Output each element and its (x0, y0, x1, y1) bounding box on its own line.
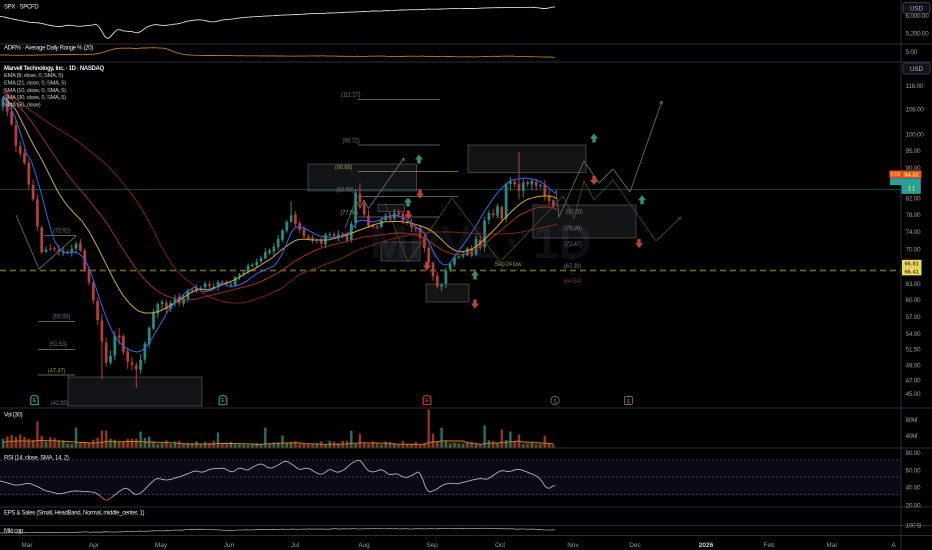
svg-text:(47.47): (47.47) (48, 369, 66, 375)
svg-text:EPS & Sales (Small, HeadBand,: EPS & Sales (Small, HeadBand, Normal, mi… (4, 511, 145, 517)
svg-text:E: E (627, 399, 631, 405)
svg-text:May: May (155, 542, 168, 549)
svg-text:A: A (892, 542, 897, 549)
svg-text:40.00: 40.00 (906, 485, 921, 492)
svg-text:E: E (425, 398, 429, 404)
svg-text:Mar: Mar (826, 542, 838, 549)
svg-text:20.00: 20.00 (906, 503, 921, 510)
svg-text:5.00: 5.00 (906, 49, 918, 56)
svg-text:63.00: 63.00 (906, 281, 921, 288)
svg-text:Marvell Technology, Inc. · 1D: Marvell Technology, Inc. · 1D · NASDAQ (4, 66, 105, 72)
svg-text:66.41: 66.41 (904, 269, 919, 275)
svg-text:(55.93): (55.93) (53, 315, 71, 321)
svg-text:116.00: 116.00 (906, 83, 924, 90)
svg-text:5,200.00: 5,200.00 (906, 31, 930, 38)
svg-text:2026: 2026 (699, 542, 714, 549)
svg-text:95.00: 95.00 (906, 148, 921, 155)
svg-text:(88.68): (88.68) (335, 165, 353, 171)
svg-text:SMA (50, close): SMA (50, close) (4, 102, 41, 108)
svg-text:100.00: 100.00 (906, 131, 925, 138)
svg-text:(80.28): (80.28) (565, 210, 583, 216)
svg-text:RSI (14, close, SMA, 14, 2): RSI (14, close, SMA, 14, 2) (4, 456, 69, 462)
svg-text:Mar: Mar (21, 542, 33, 549)
svg-text:Jun: Jun (224, 542, 235, 549)
svg-text:80M: 80M (906, 417, 918, 424)
svg-text:60.00: 60.00 (906, 468, 921, 475)
svg-text:Feb: Feb (763, 542, 775, 549)
svg-text:Dec: Dec (629, 542, 641, 549)
svg-text:USD: USD (910, 5, 924, 12)
svg-text:–: – (571, 257, 575, 263)
svg-text:0:05: 0:05 (890, 172, 900, 178)
svg-text:EMA (8, close, 0, SMA, 5): EMA (8, close, 0, SMA, 5) (4, 73, 63, 79)
svg-text:(64.54): (64.54) (564, 279, 582, 285)
svg-text:EMA (21, close, 0, SMA, 5): EMA (21, close, 0, SMA, 5) (4, 81, 66, 87)
svg-text:(72.47): (72.47) (564, 242, 582, 248)
svg-text:MRVL: MRVL (370, 216, 500, 268)
svg-text:82.00: 82.00 (906, 195, 921, 202)
svg-text:(96.72): (96.72) (342, 139, 360, 145)
svg-text:Aug: Aug (358, 542, 370, 549)
svg-text:40M: 40M (906, 433, 918, 440)
svg-text:Sep'24 low: Sep'24 low (495, 262, 523, 268)
svg-text:90.00: 90.00 (906, 165, 921, 172)
svg-text:49.00: 49.00 (906, 363, 921, 370)
svg-text:Apr: Apr (89, 542, 100, 549)
svg-text:(76.26): (76.26) (564, 226, 582, 232)
svg-text:47.00: 47.00 (906, 378, 921, 385)
svg-text:Vol (30): Vol (30) (4, 413, 23, 419)
svg-text:SPX · SPCFD: SPX · SPCFD (4, 5, 39, 11)
svg-text:51.50: 51.50 (906, 347, 921, 354)
svg-text:60.00: 60.00 (906, 297, 921, 304)
svg-text:66.81: 66.81 (904, 262, 919, 268)
svg-text:108.00: 108.00 (906, 107, 925, 114)
svg-text:Jul: Jul (291, 542, 300, 549)
svg-text:USD: USD (910, 66, 924, 73)
svg-text:70.00: 70.00 (906, 247, 921, 254)
svg-text:(51.53): (51.53) (49, 342, 67, 348)
svg-text:(72.92): (72.92) (53, 229, 71, 235)
svg-text:ADR% · Average Daily Range % (: ADR% · Average Daily Range % (20) (4, 46, 93, 52)
svg-text:Mkt cap: Mkt cap (4, 529, 24, 535)
svg-text:80.00: 80.00 (906, 450, 921, 457)
svg-text:6,000.00: 6,000.00 (906, 13, 930, 20)
svg-text:(67.39): (67.39) (564, 264, 582, 270)
svg-text:(82.68): (82.68) (336, 188, 354, 194)
svg-text:Oct: Oct (495, 542, 505, 549)
svg-text:74.00: 74.00 (906, 229, 921, 236)
svg-text:84.32: 84.32 (904, 172, 919, 178)
svg-text:–: – (571, 272, 575, 278)
svg-text:E: E (221, 398, 225, 404)
svg-text:E: E (33, 398, 37, 404)
svg-text:100 B: 100 B (906, 523, 922, 530)
svg-text:57.00: 57.00 (906, 314, 921, 321)
svg-text:(42.93): (42.93) (51, 401, 69, 407)
svg-text:(77.08): (77.08) (340, 211, 358, 217)
svg-text:SMA (10, close, 0, SMA, 5): SMA (10, close, 0, SMA, 5) (4, 88, 66, 94)
svg-text:78.00: 78.00 (906, 212, 921, 219)
svg-text:$: $ (553, 399, 556, 405)
svg-text:(111.27): (111.27) (341, 93, 361, 99)
svg-text:54.00: 54.00 (906, 331, 921, 338)
svg-text:Nov: Nov (567, 542, 579, 549)
svg-text:45.00: 45.00 (906, 391, 921, 398)
svg-text:SMA (30, close, 0, SMA, 5): SMA (30, close, 0, SMA, 5) (4, 95, 66, 101)
svg-text:Sep: Sep (426, 542, 438, 549)
